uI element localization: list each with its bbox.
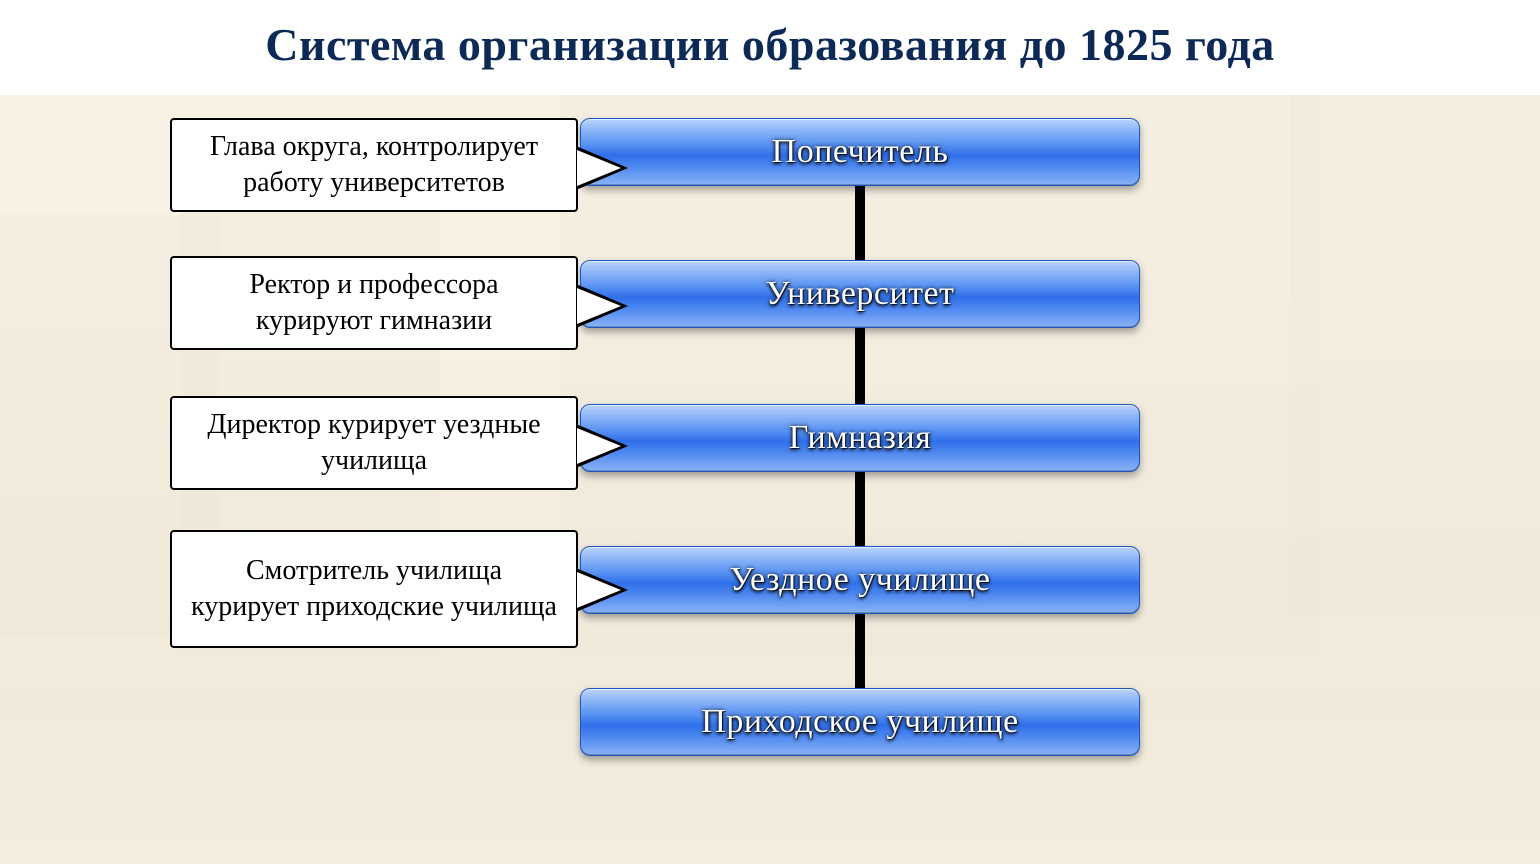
hierarchy-node-label: Попечитель (772, 133, 949, 171)
hierarchy-node-label: Гимназия (789, 419, 932, 457)
hierarchy-callout: Ректор и профессора курируют гимназии (170, 256, 578, 350)
hierarchy-callout: Глава округа, контролирует работу универ… (170, 118, 578, 212)
hierarchy-callout-text: Глава округа, контролирует работу универ… (190, 129, 558, 201)
hierarchy-node: Уездное училище (580, 546, 1140, 614)
hierarchy-node-label: Уездное училище (729, 561, 990, 599)
hierarchy-callout-text: Директор курирует уездные училища (190, 407, 558, 479)
slide-title: Система организации образования до 1825 … (0, 18, 1540, 71)
hierarchy-node: Гимназия (580, 404, 1140, 472)
hierarchy-node: Приходское училище (580, 688, 1140, 756)
hierarchy-node-label: Университет (765, 275, 954, 313)
hierarchy-node: Попечитель (580, 118, 1140, 186)
hierarchy-callout: Смотритель училища курирует приходские у… (170, 530, 578, 648)
diagram-stage: Попечитель Глава округа, контролирует раб… (0, 108, 1540, 864)
hierarchy-callout-text: Ректор и профессора курируют гимназии (190, 267, 558, 339)
hierarchy-callout: Директор курирует уездные училища (170, 396, 578, 490)
hierarchy-callout-text: Смотритель училища курирует приходские у… (190, 553, 558, 625)
hierarchy-node: Университет (580, 260, 1140, 328)
hierarchy-node-label: Приходское училище (701, 703, 1018, 741)
